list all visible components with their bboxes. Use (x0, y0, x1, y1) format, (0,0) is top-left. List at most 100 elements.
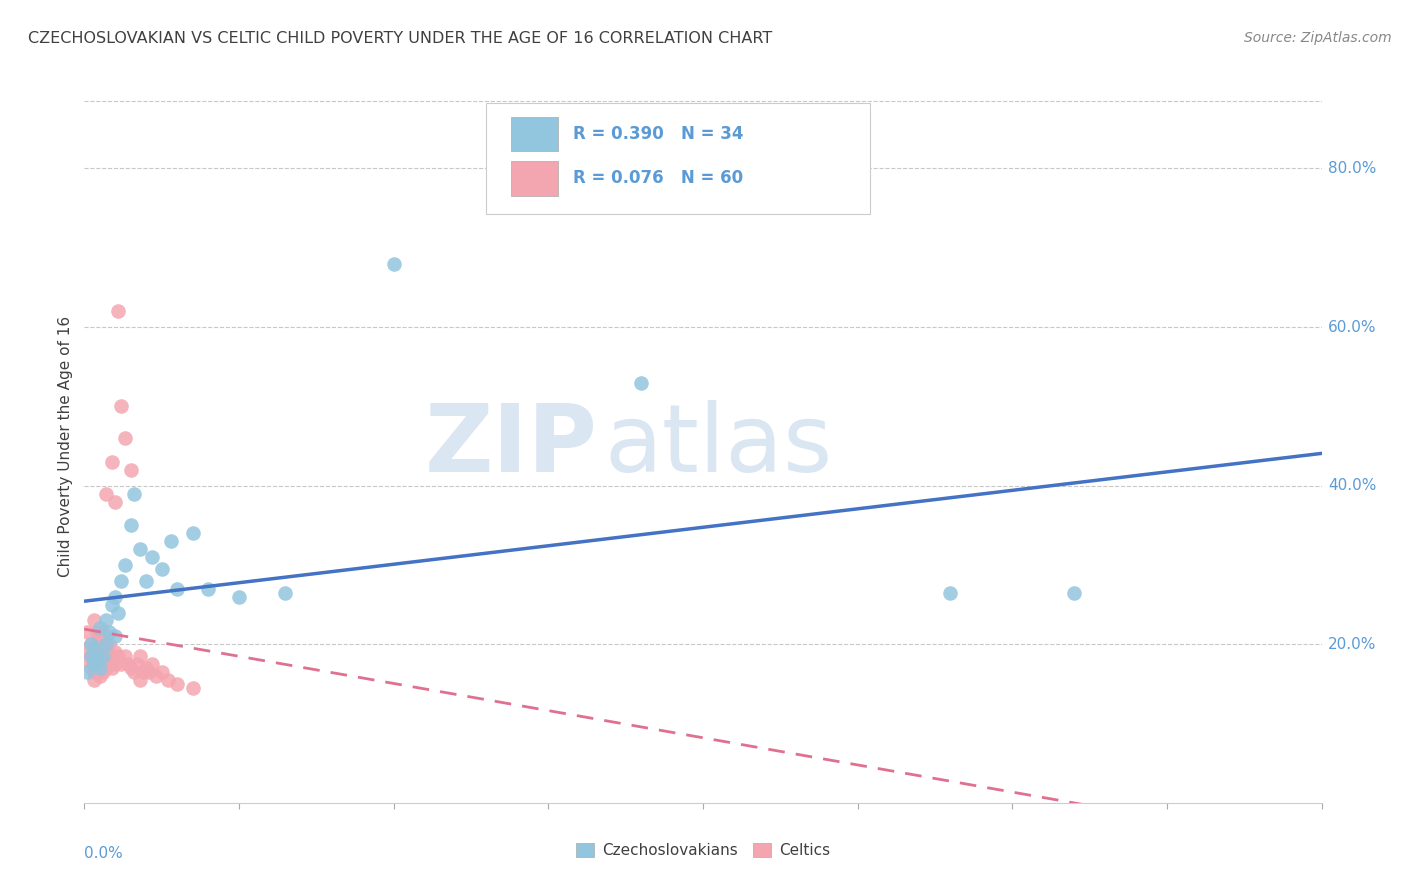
Text: ZIP: ZIP (425, 400, 598, 492)
Point (104, 645, 127, 659)
Point (94, 637, 117, 651)
Point (197, 582, 219, 596)
Text: atlas: atlas (605, 400, 832, 492)
Point (89, 661, 111, 675)
Point (141, 657, 163, 671)
Point (86, 649, 108, 664)
Point (122, 665, 145, 679)
Point (145, 669, 167, 683)
Point (83, 614, 105, 628)
Point (181, 526, 204, 541)
Text: CZECHOSLOVAKIAN VS CELTIC CHILD POVERTY UNDER THE AGE OF 16 CORRELATION CHART: CZECHOSLOVAKIAN VS CELTIC CHILD POVERTY … (28, 31, 772, 46)
Point (76, 641, 98, 656)
Point (79, 649, 101, 664)
Point (120, 463, 142, 477)
Point (104, 590, 127, 604)
Point (135, 574, 157, 588)
Point (83, 641, 105, 656)
Point (86, 657, 108, 671)
Point (129, 673, 152, 687)
Point (89, 649, 111, 664)
Point (79, 637, 101, 651)
Point (76, 653, 98, 667)
Point (228, 590, 250, 604)
Text: 20.0%: 20.0% (1327, 637, 1376, 652)
Point (110, 400, 132, 414)
FancyBboxPatch shape (512, 161, 558, 195)
Text: R = 0.390   N = 34: R = 0.390 N = 34 (574, 125, 744, 143)
Point (107, 649, 129, 664)
Point (89, 661, 111, 675)
Point (630, 376, 652, 390)
Point (94, 661, 117, 675)
Point (83, 665, 105, 679)
Point (98, 649, 121, 664)
Point (98, 657, 121, 671)
Point (150, 562, 173, 576)
Point (83, 649, 105, 664)
Point (91, 665, 114, 679)
Point (141, 549, 163, 564)
Point (89, 641, 111, 656)
Point (91, 653, 114, 667)
Point (89, 621, 111, 635)
Point (94, 637, 117, 651)
Point (101, 649, 124, 664)
Point (86, 653, 108, 667)
Point (114, 558, 136, 572)
Text: Source: ZipAtlas.com: Source: ZipAtlas.com (1244, 31, 1392, 45)
Point (150, 665, 173, 679)
Point (181, 681, 204, 695)
Point (83, 657, 105, 671)
Point (117, 657, 139, 671)
Point (94, 614, 117, 628)
Text: R = 0.076   N = 60: R = 0.076 N = 60 (574, 169, 744, 187)
Point (382, 257, 405, 271)
Y-axis label: Child Poverty Under the Age of 16: Child Poverty Under the Age of 16 (58, 316, 73, 576)
Point (83, 657, 105, 671)
Legend: Czechoslovakians, Celtics: Czechoslovakians, Celtics (571, 838, 835, 863)
Point (120, 518, 142, 533)
Point (110, 657, 132, 671)
Point (86, 637, 108, 651)
Point (104, 494, 127, 508)
Point (94, 486, 117, 500)
Point (89, 669, 111, 683)
Point (91, 641, 114, 656)
Point (86, 665, 108, 679)
Point (101, 661, 124, 675)
Point (156, 673, 179, 687)
Point (91, 625, 114, 640)
Point (166, 677, 188, 691)
Point (76, 625, 98, 640)
Point (79, 661, 101, 675)
Point (125, 657, 148, 671)
Point (79, 637, 101, 651)
Point (101, 598, 124, 612)
Text: 40.0%: 40.0% (1327, 478, 1376, 493)
Point (98, 625, 121, 640)
Point (83, 673, 105, 687)
Point (104, 629, 127, 643)
Text: 80.0%: 80.0% (1327, 161, 1376, 176)
Point (94, 649, 117, 664)
Point (107, 304, 129, 318)
Point (114, 649, 136, 664)
Point (166, 582, 188, 596)
Point (120, 661, 142, 675)
Point (122, 486, 145, 500)
Point (89, 629, 111, 643)
Point (132, 665, 155, 679)
Point (129, 649, 152, 664)
Text: 0.0%: 0.0% (84, 846, 124, 861)
FancyBboxPatch shape (512, 117, 558, 152)
FancyBboxPatch shape (486, 103, 870, 214)
Point (114, 431, 136, 445)
Point (91, 649, 114, 664)
Point (160, 534, 183, 549)
Point (101, 455, 124, 469)
Text: 60.0%: 60.0% (1327, 319, 1376, 334)
Point (1063, 585, 1085, 599)
Point (98, 637, 121, 651)
Point (138, 665, 160, 679)
